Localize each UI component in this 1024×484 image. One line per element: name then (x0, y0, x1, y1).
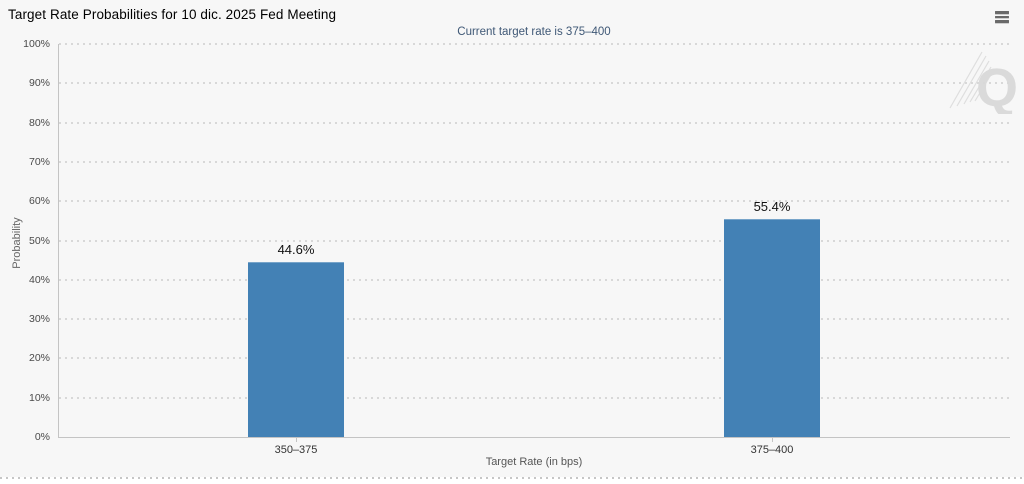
bar-value-label: 55.4% (753, 199, 791, 215)
chart-title: Target Rate Probabilities for 10 dic. 20… (8, 7, 337, 22)
x-tick-label: 350–375 (274, 444, 318, 456)
x-axis-line (58, 437, 1010, 438)
menu-bar (995, 20, 1009, 23)
y-tick-label: 40% (28, 273, 50, 286)
y-tick-label: 0% (34, 431, 50, 443)
x-tick-mark (772, 438, 773, 442)
gridline-60% (59, 200, 1011, 203)
y-tick-label: 90% (28, 77, 50, 90)
bar-375–400[interactable] (724, 219, 820, 437)
bar-350–375[interactable] (248, 261, 344, 437)
bar-value-label: 44.6% (277, 241, 315, 257)
gridline-100% (59, 43, 1011, 45)
widget-bottom-border (0, 477, 1024, 479)
gridline-90% (59, 82, 1011, 85)
gridline-10% (59, 396, 1011, 399)
y-tick-label: 100% (23, 38, 50, 50)
gridline-30% (59, 318, 1011, 321)
y-tick-label: 80% (28, 116, 50, 129)
chart-subtitle: Current target rate is 375–400 (457, 26, 611, 38)
y-axis-line (58, 44, 59, 437)
quikstrike-watermark: Q (949, 51, 1018, 114)
gridline-70% (59, 160, 1011, 163)
gridline-20% (59, 357, 1011, 360)
y-axis-title: Probability (11, 217, 23, 269)
y-tick-label: 20% (28, 352, 50, 365)
gridline-40% (59, 278, 1011, 281)
y-tick-label: 10% (28, 391, 50, 404)
y-tick-label: 50% (28, 234, 50, 247)
watermark-q-letter: Q (976, 58, 1018, 114)
x-axis-title: Target Rate (in bps) (485, 456, 583, 468)
y-tick-label: 70% (28, 155, 50, 168)
x-tick-mark (296, 438, 297, 442)
menu-bar (995, 11, 1009, 14)
hamburger-menu-icon (995, 11, 1009, 23)
chart-context-menu-button[interactable] (992, 6, 1012, 28)
x-tick-label: 375–400 (750, 444, 794, 456)
y-tick-label: 30% (28, 313, 50, 326)
menu-bar (995, 15, 1009, 18)
gridline-50% (59, 239, 1011, 242)
y-tick-label: 60% (28, 195, 50, 208)
gridline-80% (59, 121, 1011, 124)
